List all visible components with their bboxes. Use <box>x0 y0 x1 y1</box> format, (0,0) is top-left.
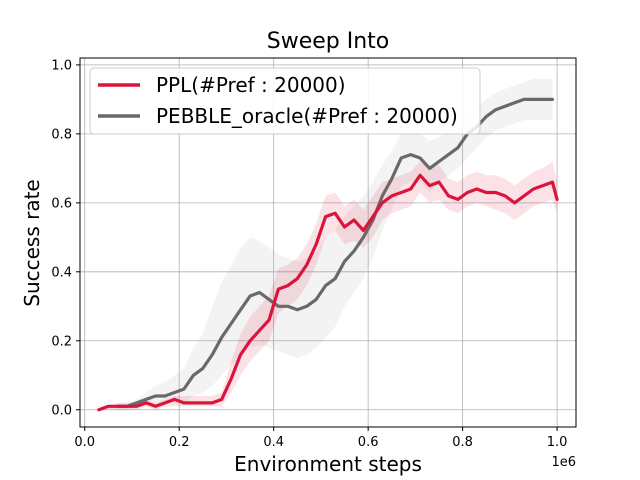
legend-label-pebble: PEBBLE_oracle(#Pref : 20000) <box>156 104 458 128</box>
x-tick-label: 0.6 <box>358 435 379 450</box>
y-tick-label: 0.4 <box>51 265 72 280</box>
y-tick-label: 0.6 <box>51 196 72 211</box>
chart-title: Sweep Into <box>267 29 390 54</box>
y-tick-label: 0.2 <box>51 334 72 349</box>
x-tick-label: 0.2 <box>169 435 190 450</box>
plot-frame <box>79 57 577 428</box>
legend-label-ppl: PPL(#Pref : 20000) <box>156 73 346 97</box>
x-tick-label: 0.4 <box>263 435 284 450</box>
legend-box <box>89 67 481 135</box>
x-ticks: 0.0 0.2 0.4 0.6 0.8 1.0 <box>74 427 567 450</box>
confidence-bands <box>98 78 558 410</box>
confidence-band-0 <box>98 161 558 410</box>
y-tick-label: 0.0 <box>51 403 72 418</box>
x-scale-label: 1e6 <box>551 455 576 470</box>
legend: PPL(#Pref : 20000) PEBBLE_oracle(#Pref :… <box>89 67 481 135</box>
x-tick-label: 1.0 <box>547 435 568 450</box>
y-tick-label: 0.8 <box>51 127 72 142</box>
y-ticks: 0.0 0.2 0.4 0.6 0.8 1.0 <box>51 58 80 418</box>
confidence-band-1 <box>117 78 553 410</box>
x-axis-label: Environment steps <box>234 452 422 476</box>
x-tick-label: 0.0 <box>74 435 95 450</box>
y-tick-label: 1.0 <box>51 58 72 73</box>
x-tick-label: 0.8 <box>452 435 473 450</box>
y-axis-label: Success rate <box>20 179 44 307</box>
series-line-0 <box>97 173 559 412</box>
